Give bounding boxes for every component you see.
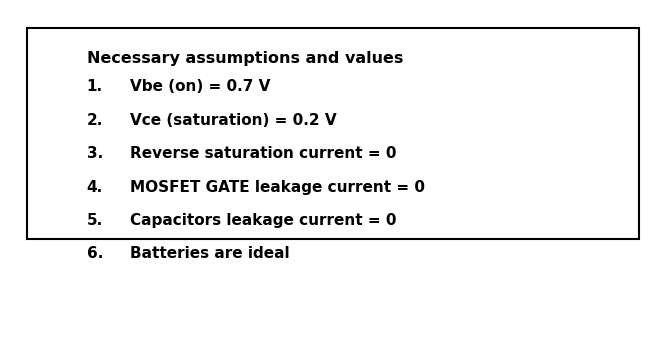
Text: 6.: 6.: [87, 246, 103, 262]
Text: 5.: 5.: [87, 213, 103, 228]
Text: Necessary assumptions and values: Necessary assumptions and values: [87, 51, 403, 66]
Text: 4.: 4.: [87, 180, 103, 195]
Text: 1.: 1.: [87, 79, 103, 94]
Text: Reverse saturation current = 0: Reverse saturation current = 0: [130, 146, 396, 161]
Text: Batteries are ideal: Batteries are ideal: [130, 246, 290, 262]
Text: 2.: 2.: [87, 113, 103, 128]
Text: 3.: 3.: [87, 146, 103, 161]
Text: MOSFET GATE leakage current = 0: MOSFET GATE leakage current = 0: [130, 180, 425, 195]
Text: Vce (saturation) = 0.2 V: Vce (saturation) = 0.2 V: [130, 113, 336, 128]
Text: Vbe (on) = 0.7 V: Vbe (on) = 0.7 V: [130, 79, 270, 94]
Text: Capacitors leakage current = 0: Capacitors leakage current = 0: [130, 213, 396, 228]
